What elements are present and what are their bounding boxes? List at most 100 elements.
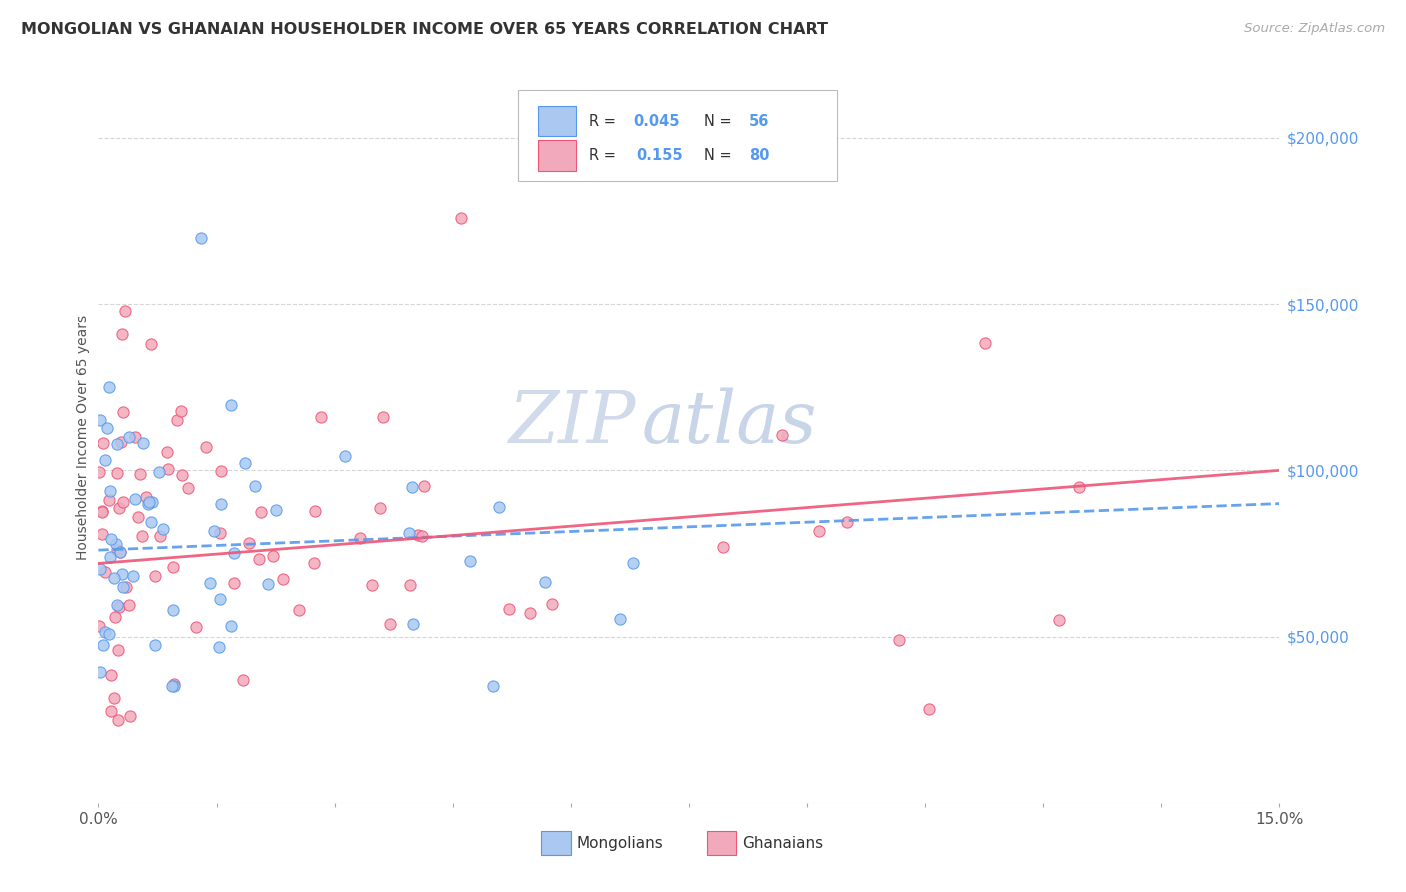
- Point: [186, 620, 208, 634]
- Point: [91, 504, 114, 518]
- Point: [378, 617, 401, 632]
- Point: [202, 524, 225, 538]
- Point: [105, 542, 128, 557]
- Point: [974, 336, 997, 351]
- Point: [114, 580, 136, 594]
- Point: [209, 465, 232, 479]
- Point: [138, 495, 160, 509]
- Point: [309, 409, 332, 424]
- Point: [170, 467, 193, 482]
- FancyBboxPatch shape: [537, 140, 575, 171]
- Point: [238, 536, 260, 550]
- Point: [114, 303, 136, 318]
- Point: [482, 680, 505, 694]
- Point: [398, 526, 420, 541]
- Point: [89, 618, 111, 632]
- Point: [94, 565, 117, 579]
- Point: [264, 503, 287, 517]
- Point: [97, 492, 120, 507]
- Point: [143, 569, 166, 583]
- Y-axis label: Householder Income Over 65 years: Householder Income Over 65 years: [76, 315, 90, 559]
- Point: [107, 643, 129, 657]
- Point: [401, 480, 423, 494]
- Point: [222, 576, 245, 591]
- Point: [100, 705, 122, 719]
- Point: [135, 490, 157, 504]
- Point: [89, 413, 111, 427]
- Point: [107, 501, 129, 516]
- Point: [208, 526, 231, 541]
- Point: [100, 667, 122, 681]
- Point: [458, 554, 481, 568]
- Point: [209, 592, 232, 607]
- Point: [609, 611, 631, 625]
- Point: [131, 436, 153, 450]
- Point: [107, 713, 129, 727]
- Point: [411, 529, 433, 543]
- Point: [131, 529, 153, 543]
- Point: [177, 481, 200, 495]
- Point: [127, 510, 149, 524]
- Point: [233, 456, 256, 470]
- Point: [139, 337, 162, 351]
- Point: [287, 603, 309, 617]
- Point: [250, 505, 273, 519]
- Point: [488, 500, 510, 514]
- Point: [271, 572, 294, 586]
- Point: [108, 600, 131, 615]
- Point: [194, 440, 217, 454]
- Point: [89, 465, 111, 479]
- Point: [349, 531, 371, 545]
- Point: [152, 522, 174, 536]
- Point: [1069, 480, 1091, 494]
- FancyBboxPatch shape: [517, 90, 837, 181]
- Point: [711, 540, 734, 554]
- Point: [104, 609, 127, 624]
- Point: [219, 398, 242, 412]
- Point: [373, 409, 395, 424]
- Text: ZIP: ZIP: [509, 387, 636, 458]
- Point: [163, 677, 186, 691]
- Point: [94, 625, 117, 640]
- Point: [111, 405, 134, 419]
- FancyBboxPatch shape: [541, 831, 571, 855]
- Point: [408, 528, 430, 542]
- Point: [100, 533, 122, 547]
- Point: [243, 479, 266, 493]
- Point: [124, 430, 146, 444]
- Point: [221, 619, 243, 633]
- Point: [837, 516, 859, 530]
- Point: [143, 638, 166, 652]
- Point: [808, 524, 831, 539]
- Point: [368, 501, 391, 516]
- Point: [112, 580, 135, 594]
- Point: [413, 479, 436, 493]
- Text: 80: 80: [749, 148, 769, 163]
- Point: [770, 428, 793, 442]
- Point: [98, 483, 121, 498]
- Point: [155, 445, 177, 459]
- Text: Ghanaians: Ghanaians: [742, 836, 823, 851]
- Text: R =: R =: [589, 148, 624, 163]
- Point: [333, 449, 356, 463]
- Point: [118, 598, 141, 612]
- FancyBboxPatch shape: [537, 106, 575, 136]
- Point: [141, 495, 163, 509]
- Point: [247, 551, 270, 566]
- Point: [262, 549, 284, 563]
- Point: [398, 578, 420, 592]
- FancyBboxPatch shape: [707, 831, 737, 855]
- Point: [108, 545, 131, 559]
- Point: [450, 211, 472, 225]
- Point: [110, 567, 132, 582]
- Point: [621, 556, 644, 570]
- Point: [122, 569, 145, 583]
- Point: [302, 556, 325, 570]
- Point: [149, 529, 172, 543]
- Point: [534, 574, 557, 589]
- Point: [104, 537, 127, 551]
- Point: [112, 495, 135, 509]
- Point: [118, 430, 141, 444]
- Point: [89, 562, 111, 576]
- Point: [498, 601, 520, 615]
